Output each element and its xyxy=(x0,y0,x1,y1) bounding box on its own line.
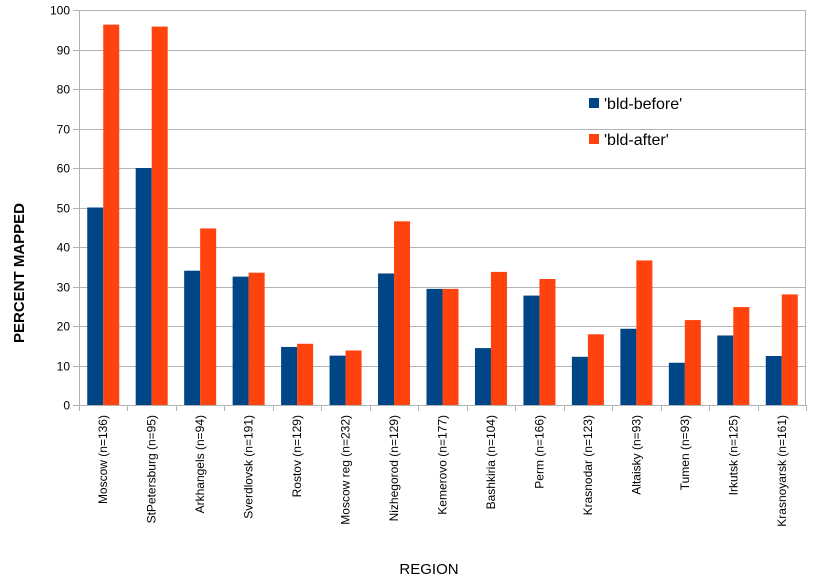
y-tick-label: 10 xyxy=(57,360,71,374)
bar-bld-before xyxy=(571,356,588,405)
x-tick-label: StPetersburg (n=95) xyxy=(145,415,159,523)
bar-bld-after xyxy=(394,221,411,405)
y-tick-label: 30 xyxy=(57,281,71,295)
legend-swatch xyxy=(589,98,599,108)
x-tick-label: Perm (n=166) xyxy=(532,415,546,489)
bar-bld-after xyxy=(636,260,653,405)
x-tick-label: Bashkiria (n=104) xyxy=(484,415,498,509)
legend-swatch xyxy=(589,134,599,144)
x-tick-label: Kemerovo (n=177) xyxy=(436,415,450,515)
bar-bld-after xyxy=(490,271,507,405)
y-tick-label: 20 xyxy=(57,320,71,334)
bar-bld-after xyxy=(587,334,604,405)
x-tick-labels: Moscow (n=136) StPetersburg (n=95) Arkhang… xyxy=(96,415,789,527)
x-tick-label: Moscow (n=136) xyxy=(96,415,110,504)
bar-bld-before xyxy=(184,270,201,405)
bar-bld-after xyxy=(781,294,798,405)
bar-bld-before xyxy=(135,168,152,405)
x-tick-label: Rostov (n=129) xyxy=(290,415,304,497)
x-tick-label: Altaisky (n=93) xyxy=(629,415,643,495)
axes xyxy=(73,10,807,411)
x-tick-label: Tumen (n=93) xyxy=(678,415,692,490)
y-tick-label: 100 xyxy=(50,4,70,18)
x-tick-label: Krasnoyarsk (n=161) xyxy=(775,415,789,527)
y-tick-label: 60 xyxy=(57,162,71,176)
bar-bld-after xyxy=(733,307,750,405)
y-tick-label: 70 xyxy=(57,123,71,137)
y-tick-label: 80 xyxy=(57,83,71,97)
y-tick-label: 90 xyxy=(57,44,71,58)
y-tick-label: 40 xyxy=(57,241,71,255)
y-tick-label: 50 xyxy=(57,202,71,216)
bar-bld-before xyxy=(426,288,443,405)
bar-bld-before xyxy=(474,348,491,405)
legend-label: 'bld-before' xyxy=(604,96,682,113)
bar-bld-after xyxy=(442,288,459,405)
bar-bld-before xyxy=(620,328,637,405)
bar-bld-after xyxy=(684,320,701,405)
x-tick-label: Krasnodar (n=123) xyxy=(581,415,595,515)
y-tick-label: 0 xyxy=(63,399,70,413)
bar-bld-before xyxy=(668,362,685,405)
x-axis-title: REGION xyxy=(399,561,458,578)
bar-bld-after xyxy=(297,343,314,405)
y-axis-title: PERCENT MAPPED xyxy=(11,203,28,343)
bar-bld-after xyxy=(345,350,362,405)
x-tick-label: Nizhegorod (n=129) xyxy=(387,415,401,521)
bar-bld-after xyxy=(151,26,168,406)
bar-bld-before xyxy=(765,356,782,405)
bar-bld-before xyxy=(281,346,298,405)
bar-bld-before xyxy=(717,335,734,405)
bar-bld-before xyxy=(329,355,346,405)
bar-bld-before xyxy=(378,273,395,405)
y-tick-labels: 0 10 20 30 40 50 60 70 80 90 100 xyxy=(50,4,70,413)
x-tick-label: Arkhangels (n=94) xyxy=(193,415,207,513)
x-tick-label: Irkutsk (n=125) xyxy=(726,415,740,495)
legend-label: 'bld-after' xyxy=(604,132,669,149)
legend: 'bld-before' 'bld-after' xyxy=(589,96,682,149)
bar-bld-after xyxy=(200,228,217,405)
bar-bld-before xyxy=(523,295,540,405)
bar-bld-after xyxy=(103,24,120,406)
bar-bld-after xyxy=(539,278,556,405)
x-tick-label: Moscow reg (n=232) xyxy=(339,415,353,525)
bar-bld-before xyxy=(87,207,104,405)
bars xyxy=(87,24,798,406)
bar-bld-after xyxy=(248,272,265,405)
bar-bld-before xyxy=(232,276,249,405)
x-tick-label: Sverdlovsk (n=191) xyxy=(242,415,256,519)
